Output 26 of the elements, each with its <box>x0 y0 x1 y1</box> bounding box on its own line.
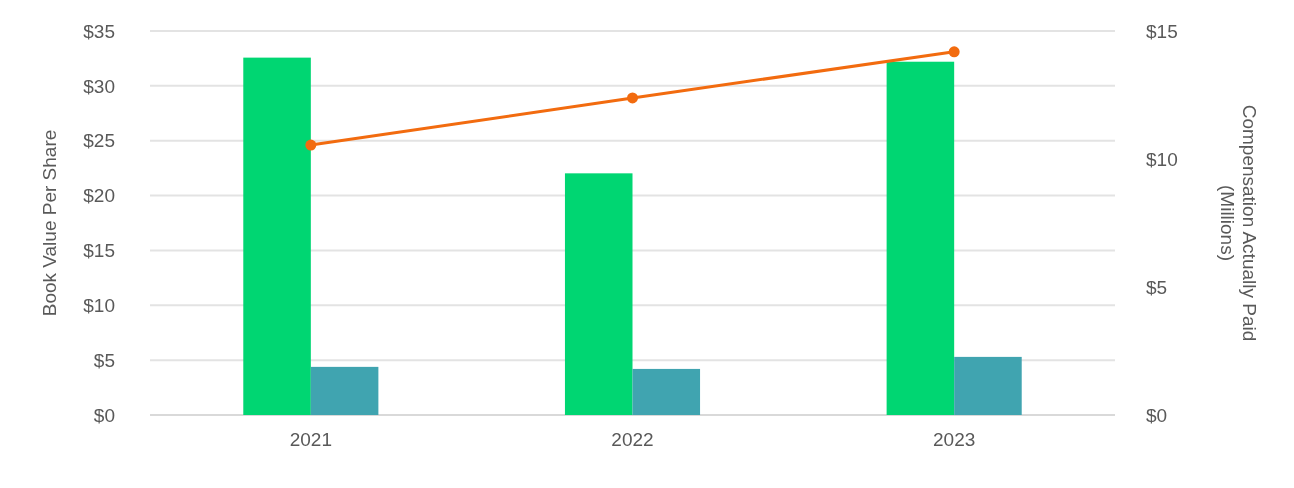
x-tick-label: 2023 <box>933 429 976 450</box>
point <box>305 139 317 151</box>
y-tick-label: $30 <box>83 75 115 97</box>
x-tick-label: 2021 <box>289 429 332 450</box>
y-tick-label: $15 <box>83 240 115 262</box>
y-tick-label: $10 <box>83 294 115 316</box>
y2-tick-label: $0 <box>1146 404 1168 426</box>
y2-tick-label: $10 <box>1146 148 1178 170</box>
x-tick-label: 2022 <box>611 429 654 450</box>
y2-axis-title: Compensation Actually Paid (Millions) <box>1216 104 1261 342</box>
y-tick-label: $20 <box>83 185 115 207</box>
y2-tick-label: $5 <box>1146 276 1168 298</box>
y-tick-label: $25 <box>83 130 115 152</box>
bar <box>954 356 1022 415</box>
bar <box>632 368 701 415</box>
bar <box>243 57 311 415</box>
bar <box>310 366 379 415</box>
point <box>948 46 960 58</box>
point <box>627 92 638 104</box>
y2-tick-label: $15 <box>1146 20 1178 42</box>
y-tick-label: $35 <box>83 20 115 42</box>
bar <box>886 61 955 415</box>
bar <box>564 173 633 415</box>
y-tick-label: $0 <box>93 404 115 426</box>
y-tick-label: $5 <box>93 349 115 371</box>
y-axis-title: Book Value Per Share <box>39 129 60 317</box>
